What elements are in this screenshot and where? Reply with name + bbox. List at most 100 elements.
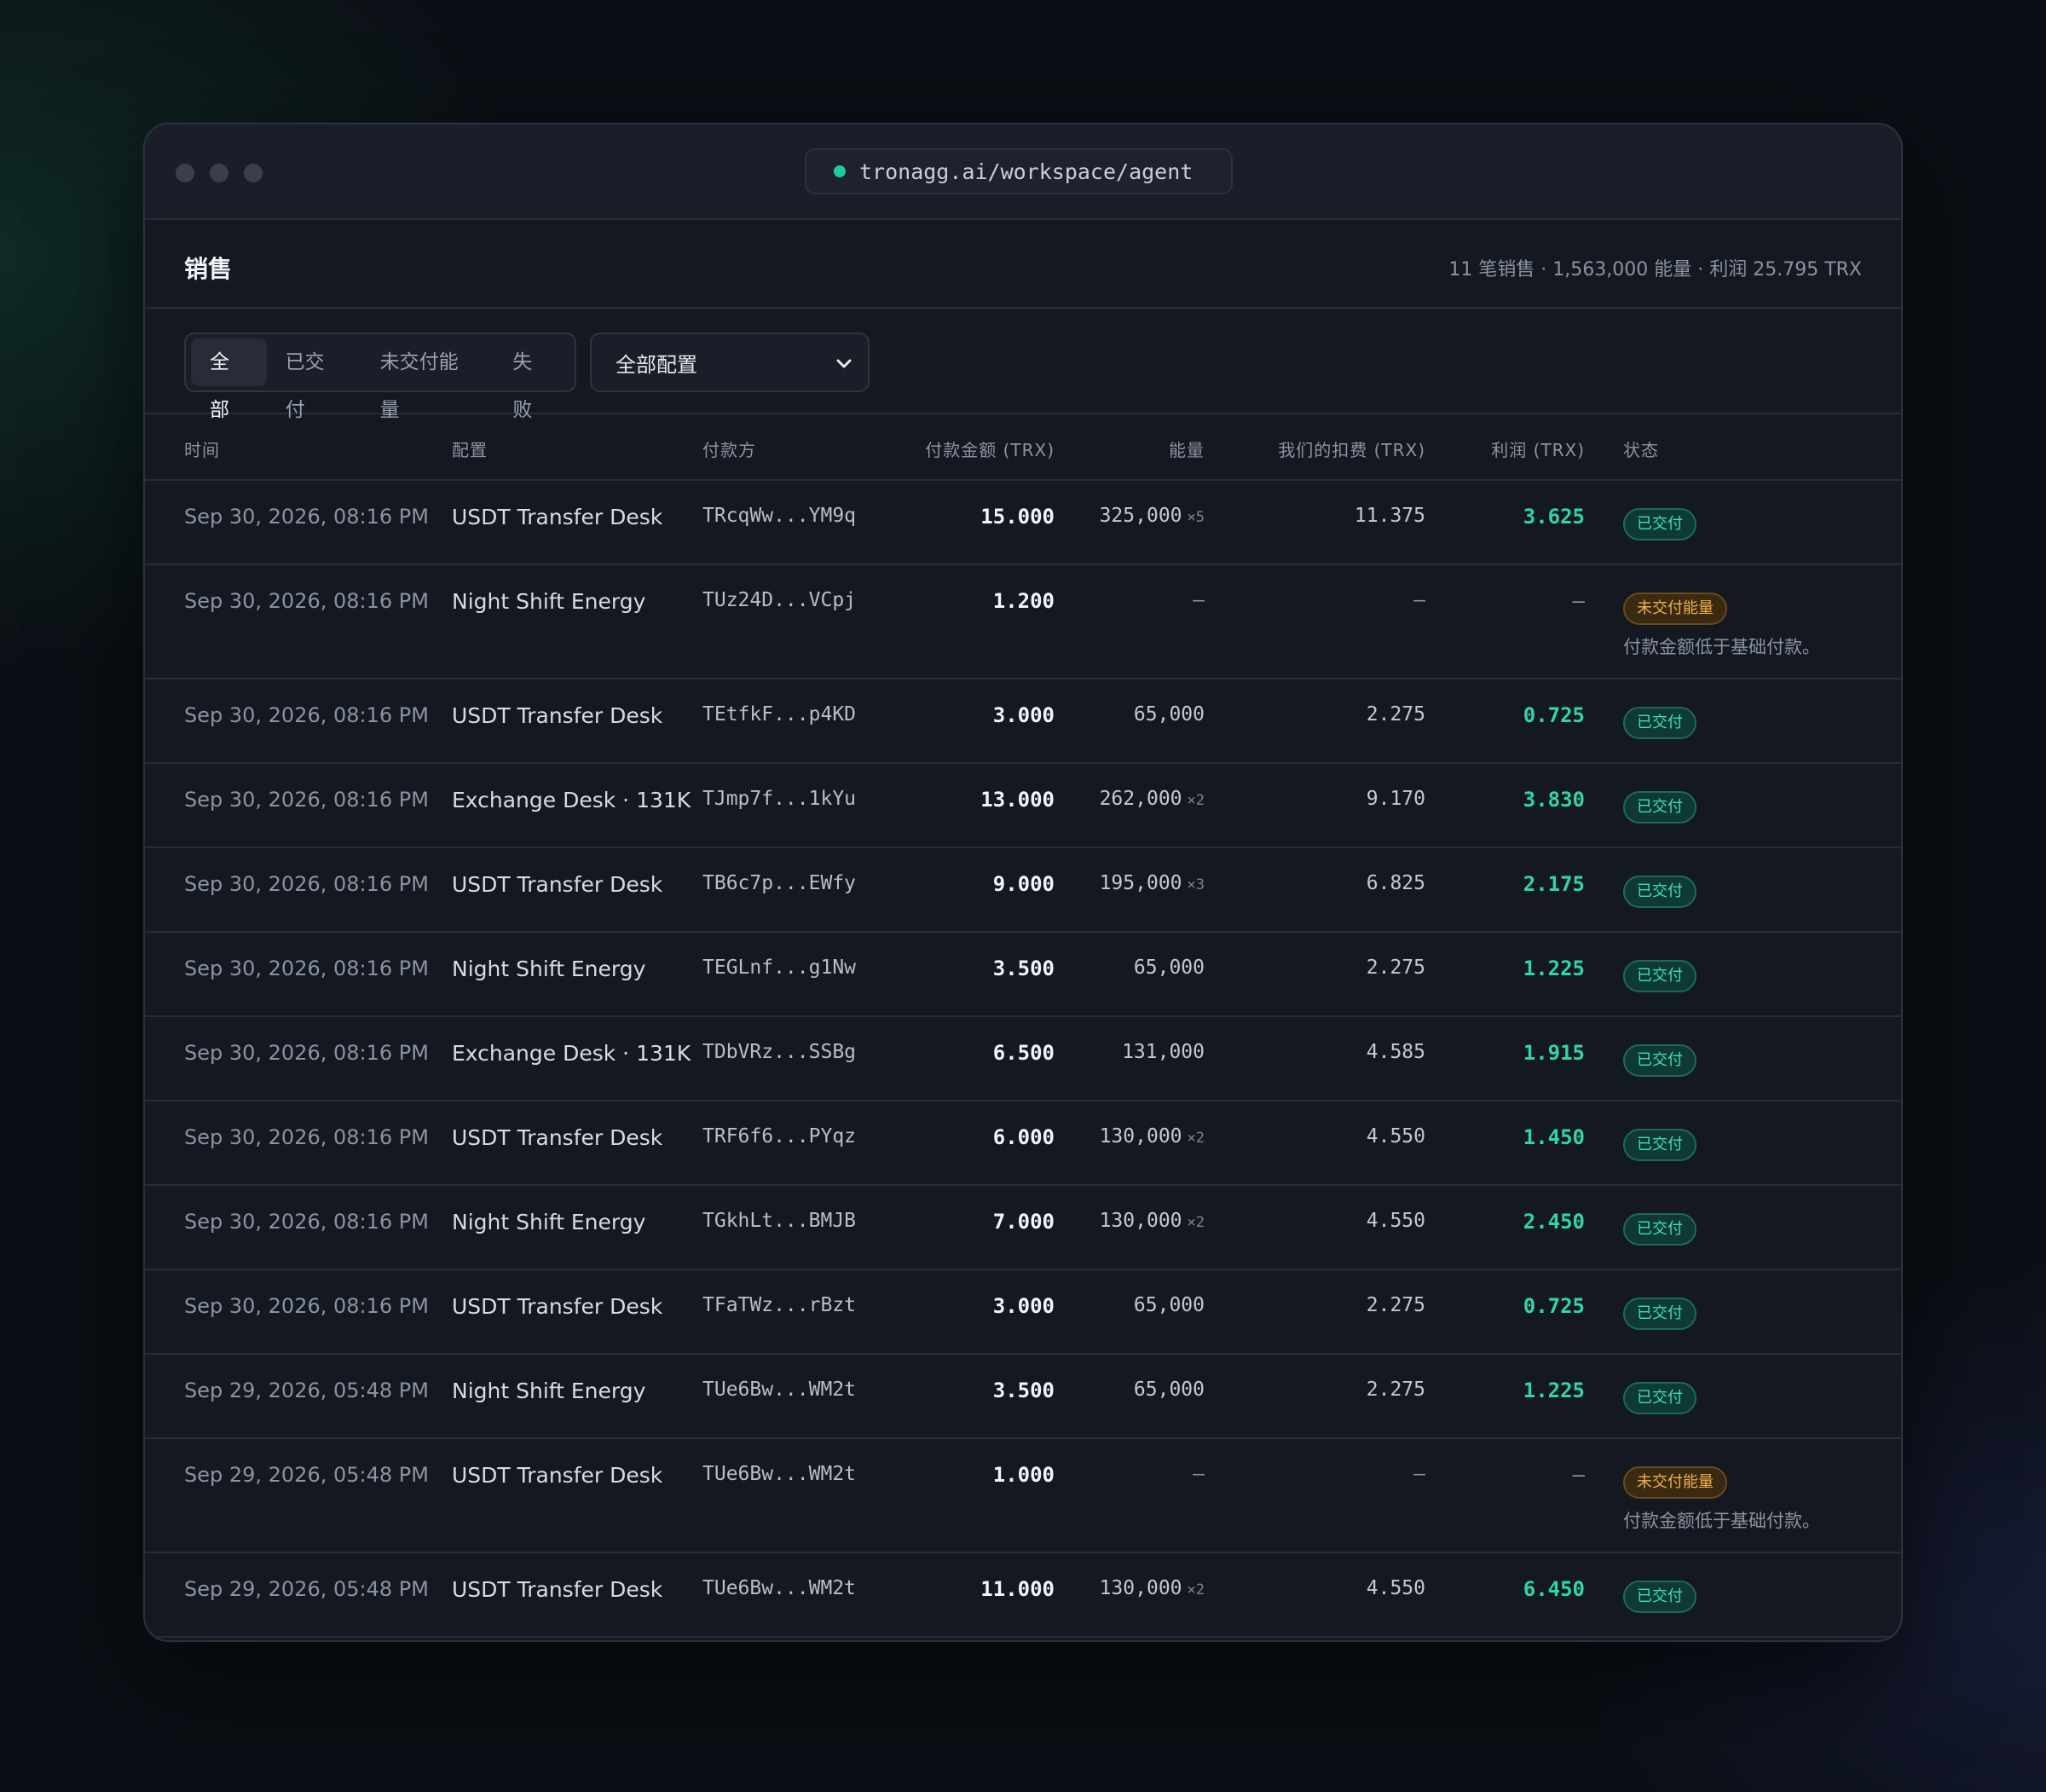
maximize-window-dot[interactable] [244, 164, 263, 182]
table-row[interactable]: Sep 30, 2026, 08:16 PM USDT Transfer Desk… [145, 1270, 1901, 1355]
cell-config: USDT Transfer Desk [452, 1577, 663, 1602]
energy-multiplier: ×3 [1187, 876, 1205, 893]
cell-fee: 6.825 [1366, 872, 1425, 894]
cell-energy: 195,000 ×3 [1100, 872, 1205, 894]
tab-failed[interactable]: 失败 [512, 351, 533, 421]
cell-payer[interactable]: TEGLnf...g1Nw [702, 957, 857, 979]
status-badge: 已交付 [1623, 876, 1696, 908]
cell-payer[interactable]: TUe6Bw...WM2t [702, 1379, 857, 1401]
cell-payer[interactable]: TRF6f6...PYqz [702, 1125, 857, 1147]
cell-profit: — [1572, 589, 1585, 613]
cell-fee: 4.585 [1366, 1041, 1425, 1063]
cell-payer[interactable]: TRcqWw...YM9q [702, 505, 857, 527]
table-row[interactable]: Sep 30, 2026, 08:16 PM Night Shift Energy… [145, 565, 1901, 679]
status-badge: 已交付 [1623, 960, 1696, 992]
table-row[interactable]: Sep 30, 2026, 08:16 PM USDT Transfer Desk… [145, 848, 1901, 933]
col-profit: 利润 (TRX) [1491, 440, 1585, 460]
status-badge: 已交付 [1623, 1129, 1696, 1161]
cell-config: USDT Transfer Desk [452, 505, 663, 529]
cell-payer[interactable]: TFaTWz...rBzt [702, 1294, 857, 1316]
table-body: Sep 30, 2026, 08:16 PM USDT Transfer Desk… [145, 481, 1901, 1638]
cell-payer[interactable]: TEtfkF...p4KD [702, 703, 857, 725]
table-row[interactable]: Sep 29, 2026, 05:48 PM USDT Transfer Desk… [145, 1439, 1901, 1553]
cell-profit: 3.830 [1523, 788, 1585, 812]
cell-config: Night Shift Energy [452, 1379, 646, 1403]
cell-time: Sep 30, 2026, 08:16 PM [184, 957, 429, 980]
cell-amount: 3.500 [992, 1379, 1055, 1402]
energy-value: 130,000 [1099, 1125, 1182, 1147]
cell-config: USDT Transfer Desk [452, 872, 663, 897]
table-row[interactable]: Sep 29, 2026, 05:48 PM Night Shift Energy… [145, 1355, 1901, 1439]
energy-value: 262,000 [1099, 788, 1182, 810]
cell-config: USDT Transfer Desk [452, 1125, 663, 1150]
cell-time: Sep 30, 2026, 08:16 PM [184, 1041, 429, 1065]
table-row[interactable]: Sep 30, 2026, 08:16 PM Night Shift Energy… [145, 933, 1901, 1017]
cell-payer[interactable]: TUz24D...VCpj [702, 589, 857, 611]
cell-amount: 15.000 [980, 505, 1055, 529]
status-dot-icon [834, 165, 846, 177]
cell-amount: 13.000 [980, 788, 1055, 812]
cell-profit: 2.175 [1523, 872, 1585, 896]
cell-config: Exchange Desk · 131K [452, 788, 691, 812]
cell-amount: 9.000 [992, 872, 1055, 896]
energy-value: 195,000 [1099, 872, 1182, 894]
cell-energy: 65,000 [1134, 1294, 1205, 1316]
table-row[interactable]: Sep 30, 2026, 08:16 PM USDT Transfer Desk… [145, 1101, 1901, 1186]
minimize-window-dot[interactable] [210, 164, 228, 182]
cell-time: Sep 30, 2026, 08:16 PM [184, 1125, 429, 1149]
address-bar[interactable]: tronagg.ai/workspace/agent [805, 148, 1233, 194]
cell-payer[interactable]: TUe6Bw...WM2t [702, 1577, 857, 1599]
energy-value: 65,000 [1133, 957, 1205, 979]
page-header: 销售 11 笔销售 · 1,563,000 能量 · 利润 25.795 TRX [145, 220, 1901, 309]
status-badge: 未交付能量 [1623, 593, 1727, 625]
col-energy: 能量 [1169, 440, 1205, 460]
cell-fee: 11.375 [1354, 505, 1425, 527]
table-row[interactable]: Sep 30, 2026, 08:16 PM Exchange Desk · 13… [145, 764, 1901, 848]
col-amount: 付款金额 (TRX) [925, 440, 1055, 460]
cell-profit: 1.915 [1523, 1041, 1585, 1065]
cell-profit: 3.625 [1523, 505, 1585, 529]
cell-config: USDT Transfer Desk [452, 703, 663, 728]
cell-energy: 130,000 ×2 [1100, 1125, 1205, 1147]
cell-time: Sep 30, 2026, 08:16 PM [184, 788, 429, 812]
energy-value: 130,000 [1099, 1210, 1182, 1232]
cell-time: Sep 29, 2026, 05:48 PM [184, 1463, 429, 1487]
status-badge: 未交付能量 [1623, 1466, 1727, 1499]
close-window-dot[interactable] [176, 164, 194, 182]
tab-delivered[interactable]: 已交付 [285, 351, 325, 421]
energy-multiplier: ×2 [1187, 1130, 1205, 1147]
cell-payer[interactable]: TDbVRz...SSBg [702, 1041, 857, 1063]
cell-energy: 65,000 [1134, 957, 1205, 979]
status-filter-tabs: 全部 已交付 未交付能量 失败 [184, 332, 576, 421]
status-badge: 已交付 [1623, 508, 1696, 540]
cell-time: Sep 30, 2026, 08:16 PM [184, 872, 429, 896]
cell-payer[interactable]: TUe6Bw...WM2t [702, 1463, 857, 1485]
cell-amount: 3.000 [992, 1294, 1055, 1318]
config-select[interactable]: 全部配置 [590, 332, 870, 392]
status-badge: 已交付 [1623, 1044, 1696, 1077]
status-badge: 已交付 [1623, 791, 1696, 824]
col-fee: 我们的扣费 (TRX) [1278, 440, 1425, 460]
cell-fee: 2.275 [1366, 1379, 1425, 1401]
energy-multiplier: ×2 [1187, 1214, 1205, 1231]
col-time: 时间 [184, 440, 220, 460]
cell-payer[interactable]: TJmp7f...1kYu [702, 788, 857, 810]
cell-amount: 3.000 [992, 703, 1055, 727]
cell-energy: 130,000 ×2 [1100, 1210, 1205, 1232]
table-row[interactable]: Sep 30, 2026, 08:16 PM USDT Transfer Desk… [145, 679, 1901, 764]
tab-undelivered-energy[interactable]: 未交付能量 [379, 351, 459, 421]
energy-multiplier: ×2 [1187, 1581, 1205, 1598]
cell-amount: 11.000 [980, 1577, 1055, 1601]
table-row[interactable]: Sep 30, 2026, 08:16 PM USDT Transfer Desk… [145, 481, 1901, 565]
table-row[interactable]: Sep 29, 2026, 05:48 PM USDT Transfer Desk… [145, 1553, 1901, 1638]
table-row[interactable]: Sep 30, 2026, 08:16 PM Exchange Desk · 13… [145, 1017, 1901, 1101]
energy-multiplier: ×2 [1187, 792, 1205, 809]
table-row[interactable]: Sep 30, 2026, 08:16 PM Night Shift Energy… [145, 1186, 1901, 1270]
cell-payer[interactable]: TGkhLt...BMJB [702, 1210, 857, 1232]
cell-payer[interactable]: TB6c7p...EWfy [702, 872, 857, 894]
cell-fee: — [1413, 1463, 1425, 1485]
cell-fee: 4.550 [1366, 1125, 1425, 1147]
cell-fee: 2.275 [1366, 703, 1425, 725]
energy-multiplier: ×5 [1187, 509, 1205, 526]
tab-all[interactable]: 全部 [191, 338, 267, 421]
